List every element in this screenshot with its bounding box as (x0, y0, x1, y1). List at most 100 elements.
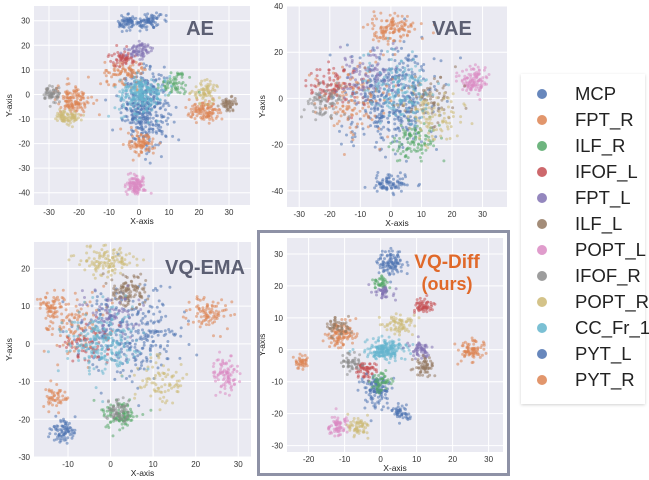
data-point (341, 109, 345, 113)
data-point (140, 125, 144, 129)
data-point (55, 437, 59, 441)
data-point (373, 186, 377, 190)
data-point (130, 72, 134, 76)
data-point (342, 87, 346, 91)
data-point (114, 418, 118, 422)
x-tick-label: -10 (103, 208, 115, 217)
data-point (149, 83, 152, 87)
data-point (356, 122, 359, 126)
data-point (401, 150, 405, 153)
data-point (343, 82, 347, 86)
data-point (59, 113, 63, 117)
data-point (194, 85, 198, 89)
data-point (389, 141, 393, 145)
data-point (213, 320, 216, 324)
data-point (129, 109, 133, 113)
data-point (170, 88, 174, 92)
data-point (100, 352, 103, 355)
data-point (393, 59, 397, 62)
data-point (372, 24, 376, 28)
data-point (104, 68, 108, 72)
data-point (455, 71, 459, 75)
data-point (348, 126, 352, 130)
data-point (453, 65, 457, 69)
data-point (83, 296, 86, 299)
data-point (389, 99, 393, 103)
data-point (319, 110, 322, 114)
data-point (155, 305, 159, 309)
data-point (121, 332, 125, 336)
data-point (100, 348, 104, 352)
data-point (345, 107, 349, 111)
data-point (116, 398, 120, 402)
data-point (110, 75, 114, 79)
data-point (414, 95, 418, 99)
data-point (48, 104, 52, 108)
data-point (65, 330, 68, 333)
data-point (141, 47, 145, 51)
data-point (430, 134, 434, 138)
data-point (154, 122, 158, 126)
data-point (105, 321, 109, 325)
data-point (402, 131, 406, 135)
data-point (102, 284, 106, 288)
data-point (378, 132, 382, 136)
data-point (116, 343, 120, 347)
data-point (110, 278, 114, 282)
data-point (109, 59, 113, 63)
data-point (55, 114, 59, 118)
data-point (163, 93, 167, 97)
data-point (139, 183, 143, 187)
data-point (39, 297, 42, 301)
data-point (328, 88, 332, 92)
data-point (338, 129, 341, 133)
data-point (461, 69, 464, 73)
data-point (97, 256, 101, 260)
data-point (104, 358, 107, 362)
data-point (402, 83, 406, 86)
data-point (119, 260, 123, 264)
data-point (319, 99, 323, 103)
data-point (93, 276, 97, 280)
data-point (70, 107, 74, 111)
data-point (341, 104, 345, 108)
data-point (142, 331, 146, 335)
data-point (133, 392, 137, 396)
data-point (172, 374, 175, 378)
data-point (426, 143, 430, 146)
data-point (401, 112, 405, 116)
data-point (342, 96, 346, 100)
data-point (359, 92, 363, 96)
data-point (189, 115, 193, 119)
data-point (74, 112, 78, 116)
data-point (96, 351, 100, 355)
data-point (354, 125, 358, 129)
data-point (148, 304, 152, 308)
data-point (314, 85, 318, 89)
data-point (115, 44, 119, 47)
data-point (90, 304, 94, 308)
data-point (134, 350, 138, 354)
data-point (165, 76, 169, 80)
data-point (405, 33, 409, 37)
data-point (48, 324, 52, 328)
data-point (164, 88, 168, 92)
data-point (48, 427, 52, 431)
data-point (387, 58, 391, 62)
data-point (70, 320, 74, 324)
data-point (70, 436, 74, 440)
data-point (326, 83, 330, 87)
data-point (132, 129, 136, 133)
data-point (377, 39, 381, 43)
data-point (441, 86, 445, 90)
data-point (432, 85, 436, 88)
data-point (49, 398, 53, 402)
data-point (401, 128, 405, 132)
data-point (139, 72, 143, 75)
data-point (395, 24, 399, 28)
data-point (143, 283, 147, 287)
data-point (75, 88, 79, 92)
data-point (81, 95, 85, 99)
data-point (124, 281, 128, 285)
data-point (54, 428, 58, 432)
